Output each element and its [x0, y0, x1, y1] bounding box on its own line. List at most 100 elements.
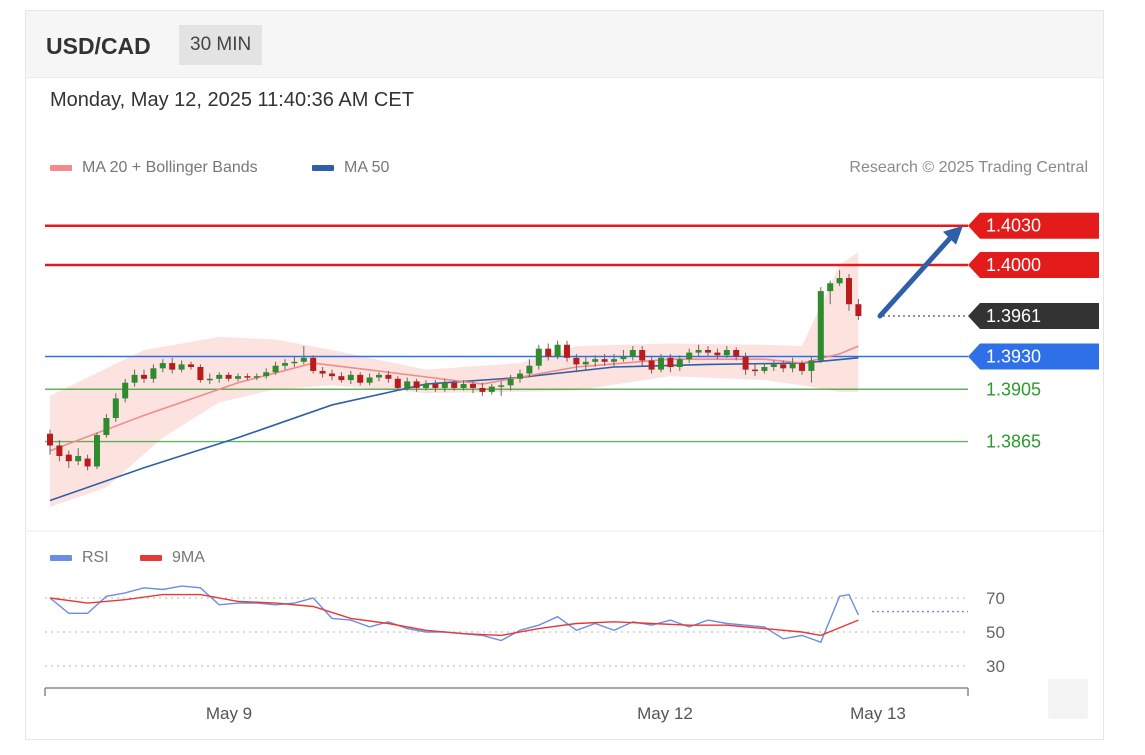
- candle-body: [545, 348, 552, 357]
- candle-body: [846, 278, 852, 305]
- candle-body: [385, 374, 392, 379]
- candle-body: [291, 361, 298, 364]
- candle-body: [404, 381, 411, 388]
- candle-body: [648, 360, 655, 370]
- bollinger-band: [50, 251, 859, 507]
- candle-body: [470, 384, 476, 388]
- legend-ma50-label: MA 50: [344, 159, 390, 176]
- pivot-tag: [968, 343, 1099, 370]
- candle-body: [601, 359, 608, 362]
- candle-body: [366, 377, 373, 383]
- candle-body: [244, 376, 251, 378]
- candle-body: [517, 373, 523, 379]
- candle-body: [112, 398, 119, 419]
- candle-body: [827, 283, 834, 292]
- resistance-tag-label: 1.4030: [986, 216, 1041, 236]
- resistance-tag-label: 1.4000: [986, 255, 1041, 275]
- candle-body: [357, 374, 364, 383]
- candle-body: [272, 365, 279, 373]
- x-axis-label: May 12: [637, 704, 693, 723]
- candle-body: [723, 350, 730, 356]
- candle-body: [441, 382, 448, 388]
- candle-body: [413, 381, 420, 388]
- candle-body: [235, 376, 241, 379]
- candle-body: [451, 382, 458, 388]
- legend-9ma-swatch: [140, 555, 162, 561]
- legend-9ma-label: 9MA: [172, 549, 205, 566]
- timeframe-button[interactable]: 30 MIN: [179, 25, 263, 65]
- candle-body: [507, 378, 514, 386]
- candle-body: [319, 370, 326, 374]
- candle-body: [817, 291, 824, 361]
- legend-rsi: RSI: [50, 549, 109, 567]
- candle-body: [714, 352, 721, 356]
- candle-body: [535, 348, 542, 366]
- candle-body: [629, 350, 636, 357]
- candle-body: [752, 369, 758, 372]
- candle-body: [808, 360, 815, 371]
- candle-body: [103, 418, 110, 436]
- candle-body: [676, 359, 683, 368]
- candle-body: [855, 304, 862, 316]
- candle-body: [122, 382, 129, 399]
- candle-body: [197, 367, 204, 381]
- candle-body: [423, 384, 429, 388]
- candle-body: [216, 374, 223, 379]
- candle-body: [310, 357, 317, 371]
- forecast-arrow-head: [943, 225, 963, 245]
- candle-body: [620, 356, 627, 360]
- candle-body: [56, 445, 63, 456]
- candle-body: [667, 357, 674, 368]
- candle-body: [770, 364, 777, 368]
- candle-body: [84, 458, 91, 467]
- candle-body: [65, 454, 72, 462]
- support-label: 1.3905: [986, 379, 1041, 399]
- x-axis-label: May 13: [850, 704, 906, 723]
- candle-body: [526, 365, 533, 374]
- x-axis-label: May 9: [206, 704, 252, 723]
- candle-body: [564, 344, 570, 358]
- candle-body: [94, 435, 100, 467]
- candle-body: [460, 384, 467, 388]
- legend-ma20: MA 20 + Bollinger Bands: [50, 159, 258, 177]
- rsi-9ma-line: [49, 593, 859, 637]
- timestamp: Monday, May 12, 2025 11:40:36 AM CET: [50, 89, 414, 111]
- candle-body: [75, 455, 82, 462]
- candle-body: [394, 378, 401, 388]
- rsi-tick-label: 30: [986, 657, 1005, 676]
- candle-body: [836, 278, 843, 284]
- chart-settings-button[interactable]: [1048, 679, 1088, 719]
- candle-body: [761, 367, 768, 371]
- candle-body: [789, 363, 796, 369]
- candle-body: [498, 385, 505, 387]
- candle-body: [338, 376, 345, 381]
- candle-body: [225, 374, 232, 379]
- rsi-tick-label: 70: [986, 589, 1005, 608]
- candle-body: [347, 374, 354, 381]
- candle-body: [150, 368, 157, 379]
- candle-body: [742, 356, 749, 370]
- candle-body: [432, 384, 439, 388]
- candle-body: [799, 363, 805, 371]
- candle-body: [253, 376, 260, 378]
- candle-body: [733, 350, 740, 357]
- candle-body: [686, 352, 693, 360]
- candle-body: [329, 373, 335, 377]
- resistance-tag: [968, 212, 1099, 239]
- candle-body: [658, 357, 664, 370]
- candle-body: [554, 344, 561, 357]
- support-label: 1.3865: [986, 432, 1041, 452]
- candle-body: [592, 359, 599, 362]
- candle-body: [573, 357, 580, 365]
- candle-body: [141, 374, 147, 379]
- chart-header: USD/CAD 30 MIN: [26, 11, 1103, 78]
- candle-body: [178, 364, 185, 370]
- candle-body: [479, 387, 486, 392]
- forecast-arrow-shaft: [877, 230, 958, 319]
- legend-rsi-swatch: [50, 555, 72, 561]
- rsi-tick-label: 50: [986, 623, 1005, 642]
- candle-body: [169, 363, 176, 370]
- legend-ma20-swatch: [50, 165, 72, 171]
- candle-body: [639, 350, 646, 361]
- last-price-tag-label: 1.3961: [986, 306, 1041, 326]
